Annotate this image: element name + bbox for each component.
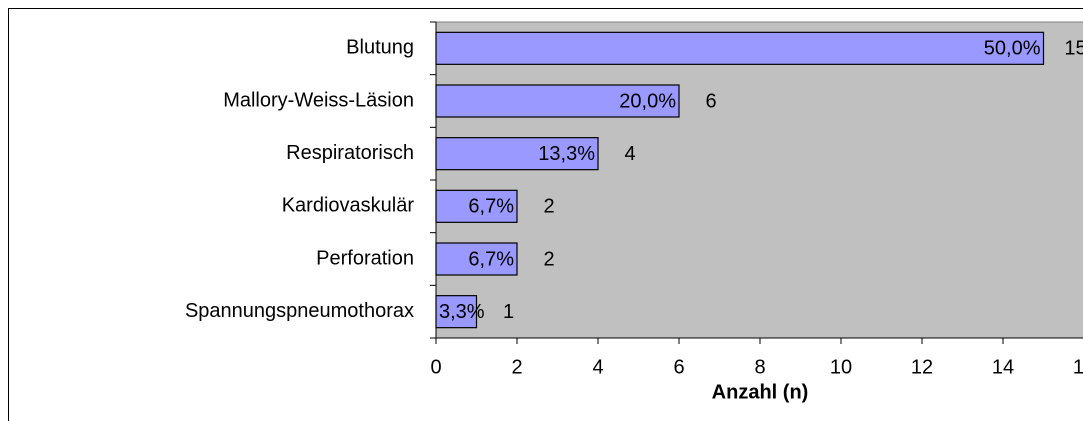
value-label: 15 xyxy=(1064,38,1083,60)
percent-label: 6,7% xyxy=(468,248,514,270)
x-tick-label: 4 xyxy=(592,356,603,378)
bar xyxy=(435,31,1045,65)
bar xyxy=(435,84,680,118)
x-axis-title: Anzahl (n) xyxy=(712,381,809,403)
bar xyxy=(435,137,599,171)
y-tick-label: Respiratorisch xyxy=(286,142,414,164)
y-tick-label: Perforation xyxy=(316,247,414,269)
value-label: 2 xyxy=(543,248,554,270)
percent-label: 13,3% xyxy=(538,143,595,165)
value-label: 1 xyxy=(503,301,514,323)
x-tick-label: 0 xyxy=(430,356,441,378)
bar xyxy=(435,295,478,329)
y-tick-label: Mallory-Weiss-Läsion xyxy=(223,89,414,111)
x-tick-label: 2 xyxy=(511,356,522,378)
x-tick-label: 16 xyxy=(1073,356,1083,378)
value-label: 6 xyxy=(705,90,716,112)
value-label: 2 xyxy=(543,196,554,218)
y-tick-label: Blutung xyxy=(346,37,414,59)
x-tick-label: 8 xyxy=(754,356,765,378)
plot-area xyxy=(435,21,1083,339)
y-tick-label: Spannungspneumothorax xyxy=(185,300,414,322)
x-tick-label: 6 xyxy=(673,356,684,378)
x-tick-label: 12 xyxy=(911,356,933,378)
percent-label: 50,0% xyxy=(984,38,1041,60)
x-tick-label: 14 xyxy=(992,356,1014,378)
bar xyxy=(435,242,518,276)
percent-label: 3,3% xyxy=(439,301,485,323)
y-tick-label: Kardiovaskulär xyxy=(282,195,415,217)
percent-label: 6,7% xyxy=(468,196,514,218)
value-label: 4 xyxy=(624,143,635,165)
bar xyxy=(435,189,518,223)
percent-label: 20,0% xyxy=(619,90,676,112)
x-tick-label: 10 xyxy=(830,356,852,378)
